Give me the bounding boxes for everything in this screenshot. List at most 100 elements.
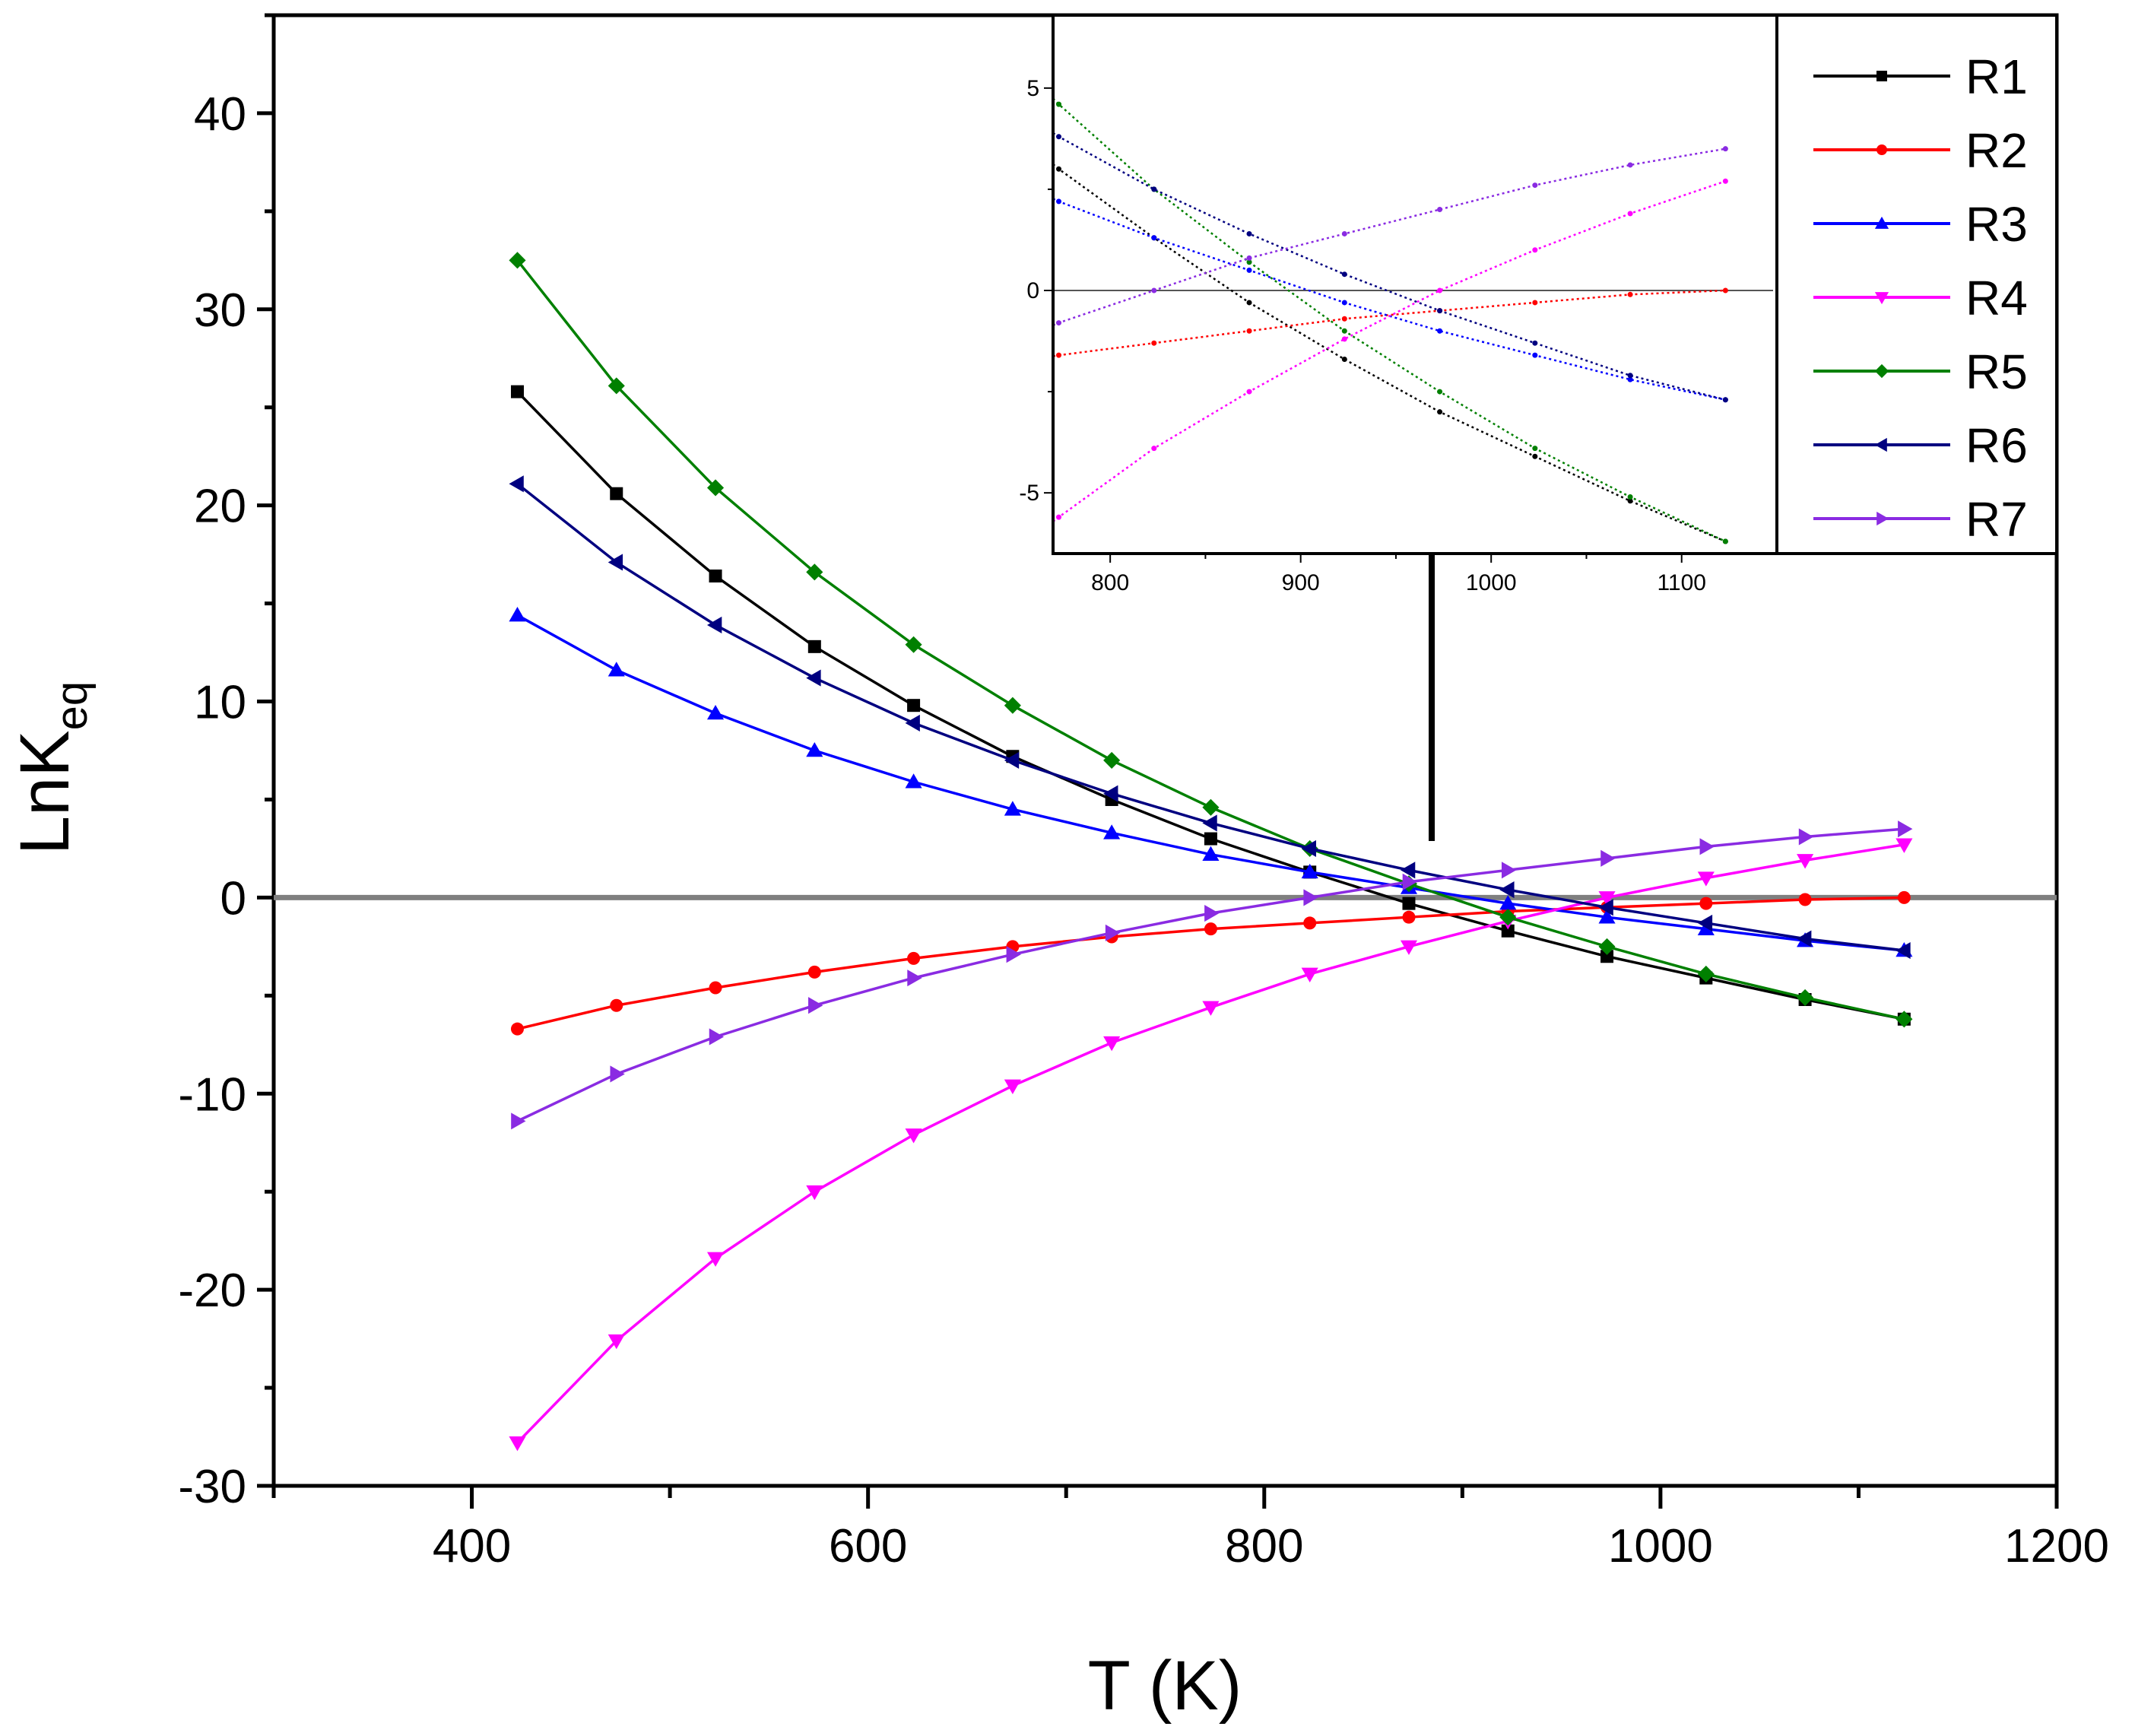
inset-data-point-R5 <box>1437 389 1443 395</box>
series-R4 <box>509 838 1913 1452</box>
data-point-R2 <box>1204 922 1217 936</box>
data-point-R4 <box>1797 854 1814 869</box>
inset-series-R2 <box>1052 287 1728 358</box>
inset-data-point-R2 <box>1627 291 1633 297</box>
data-point-R5 <box>905 636 922 653</box>
data-point-R3 <box>1103 824 1121 839</box>
data-point-R7 <box>709 1028 725 1046</box>
inset-data-point-R5 <box>1722 538 1728 544</box>
y-axis-title: LnKeq <box>6 681 97 855</box>
legend-entry-R4: R4 <box>1813 271 2028 325</box>
inset-data-point-R6 <box>1722 397 1728 403</box>
legend-marker-R2 <box>1876 144 1887 155</box>
legend-marker-R3 <box>1874 216 1889 229</box>
inset-series-R6 <box>1052 132 1728 403</box>
legend-marker-R5 <box>1874 363 1889 379</box>
data-point-R7 <box>1699 838 1715 855</box>
data-point-R3 <box>1202 846 1220 861</box>
inset-data-point-R7 <box>1722 146 1728 152</box>
data-point-R2 <box>807 965 821 979</box>
data-point-R5 <box>608 377 625 395</box>
inset-background <box>1053 15 1777 554</box>
series-R3 <box>509 607 1913 957</box>
data-point-R5 <box>509 252 526 269</box>
data-point-R7 <box>808 997 823 1014</box>
legend-marker-R1 <box>1876 71 1887 81</box>
legend-label-R3: R3 <box>1965 197 2028 252</box>
inset-data-point-R6 <box>1437 308 1443 314</box>
inset-x-tick-label: 1100 <box>1657 570 1706 595</box>
data-point-R4 <box>1895 838 1913 853</box>
data-point-R5 <box>706 479 725 497</box>
data-point-R6 <box>1400 862 1416 879</box>
inset-data-point-R6 <box>1151 186 1157 192</box>
data-point-R3 <box>806 741 823 757</box>
inset-x-axis: 800 900 1000 1100 <box>1091 554 1706 595</box>
main-series-group <box>509 252 1913 1452</box>
data-point-R5 <box>1103 751 1121 769</box>
legend-marker-R4 <box>1874 292 1889 305</box>
x-axis-title: T (K) <box>1088 1647 1242 1725</box>
inset-x-tick-label: 900 <box>1282 570 1320 595</box>
inset-data-point-R5 <box>1056 101 1062 107</box>
y-tick-label: 40 <box>194 88 246 141</box>
inset-series-group <box>1052 97 1728 544</box>
y-tick-label: -10 <box>178 1068 246 1121</box>
data-point-R2 <box>1798 893 1812 906</box>
main-x-axis: 400 600 800 1000 1200 <box>271 1486 2109 1573</box>
data-point-R7 <box>907 970 922 987</box>
legend-label-R5: R5 <box>1965 344 2028 399</box>
inset-data-point-R1 <box>1437 409 1443 415</box>
inset-data-point-R7 <box>1246 255 1252 261</box>
data-point-R5 <box>806 563 823 581</box>
data-point-R3 <box>1598 909 1616 924</box>
legend-entry-R6: R6 <box>1813 418 2028 473</box>
inset-data-point-R6 <box>1056 134 1062 140</box>
x-tick-label: 600 <box>829 1520 907 1573</box>
y-tick-label: 20 <box>194 481 246 533</box>
legend-entry-R5: R5 <box>1813 344 2028 399</box>
data-point-R4 <box>806 1185 823 1201</box>
legend-label-R2: R2 <box>1965 123 2028 178</box>
data-point-R5 <box>1797 989 1814 1006</box>
inset-data-point-R4 <box>1056 514 1062 520</box>
inset-data-point-R2 <box>1151 340 1157 346</box>
data-point-R4 <box>706 1252 725 1267</box>
x-tick-label: 1000 <box>1608 1520 1713 1573</box>
inset-data-point-R7 <box>1056 320 1062 326</box>
series-R7 <box>511 820 1913 1130</box>
y-tick-label: 30 <box>194 284 246 337</box>
data-point-R2 <box>907 951 921 965</box>
inset-x-tick-label: 1000 <box>1466 570 1517 595</box>
data-point-R4 <box>1598 891 1616 906</box>
inset-data-point-R7 <box>1151 287 1157 294</box>
inset-data-point-R7 <box>1627 162 1633 168</box>
legend: R1 R2 R3 R4 R5 R6 R7 <box>1775 14 2058 555</box>
inset-data-point-R3 <box>1151 235 1157 241</box>
inset-chart: -5 0 5 800 900 1000 1100 <box>1019 14 1778 595</box>
legend-marker-R6 <box>1874 437 1887 452</box>
data-point-R6 <box>905 714 920 732</box>
data-point-R7 <box>1798 828 1814 846</box>
inset-data-point-R6 <box>1341 271 1347 278</box>
inset-data-point-R7 <box>1532 182 1538 189</box>
inset-data-point-R7 <box>1341 230 1347 236</box>
inset-series-R4 <box>1052 178 1728 522</box>
inset-data-point-R7 <box>1437 207 1443 213</box>
y-tick-label: 10 <box>194 677 246 729</box>
data-point-R7 <box>1105 924 1121 941</box>
inset-data-point-R6 <box>1627 373 1633 379</box>
inset-data-point-R4 <box>1722 178 1728 184</box>
data-point-R6 <box>1895 941 1911 960</box>
data-point-R1 <box>510 385 524 398</box>
data-point-R6 <box>509 475 524 493</box>
data-point-R1 <box>610 487 623 500</box>
data-point-R6 <box>1103 785 1118 802</box>
inset-data-point-R3 <box>1341 300 1347 306</box>
inset-data-point-R4 <box>1437 287 1443 294</box>
data-point-R7 <box>511 1112 526 1130</box>
data-point-R7 <box>1501 862 1517 879</box>
data-point-R7 <box>1402 873 1418 890</box>
data-point-R3 <box>1697 920 1715 935</box>
